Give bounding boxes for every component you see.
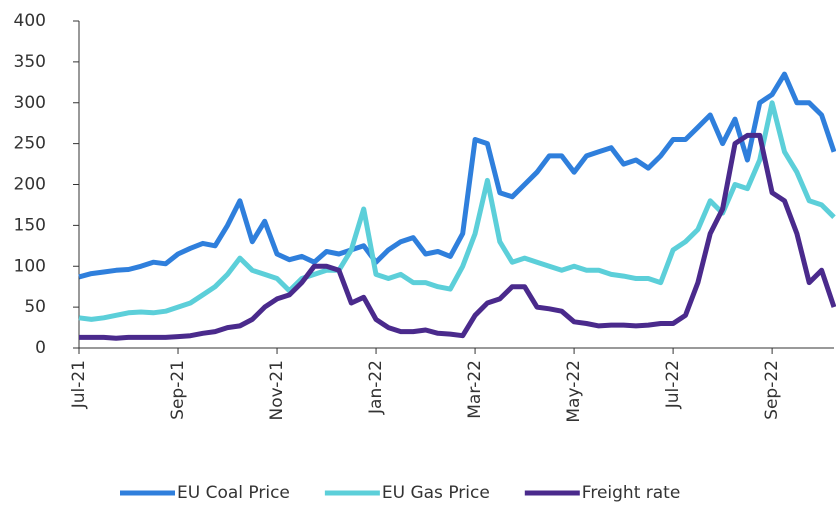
y-tick-label: 250: [14, 134, 46, 154]
legend: EU Coal Price EU Gas Price Freight rate: [120, 483, 680, 503]
legend-label: EU Coal Price: [177, 483, 290, 503]
x-tick-label: Jul-21: [69, 360, 89, 409]
y-tick-label: 300: [14, 93, 46, 113]
series-line: [78, 100, 836, 322]
y-tick-label: 200: [14, 175, 46, 195]
series-line: [78, 71, 836, 280]
x-tick-label: Jul-22: [663, 360, 683, 409]
x-tick-label: Nov-21: [267, 360, 287, 421]
y-tick-label: 350: [14, 52, 46, 72]
legend-label: Freight rate: [582, 483, 681, 503]
series-line: [79, 132, 836, 341]
y-tick-label: 400: [14, 11, 46, 31]
y-tick-label: 150: [14, 215, 46, 235]
x-tick-label: May-22: [564, 360, 584, 423]
x-tick-label: Mar-22: [465, 360, 485, 419]
legend-label: EU Gas Price: [382, 483, 490, 503]
y-tick-label: 50: [24, 297, 46, 317]
x-tick-label: Jan-22: [366, 360, 386, 415]
y-tick-label: 100: [14, 256, 46, 276]
x-tick-label: Sep-21: [168, 360, 188, 420]
y-tick-label: 0: [35, 338, 46, 358]
x-tick-label: Sep-22: [762, 360, 782, 420]
